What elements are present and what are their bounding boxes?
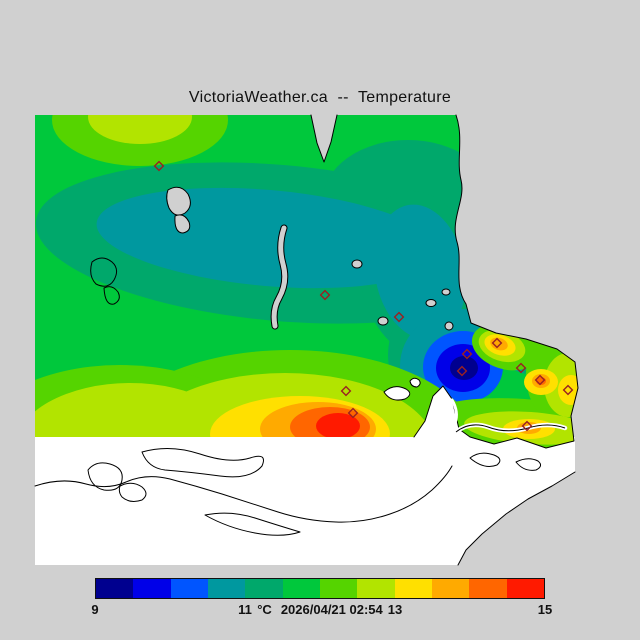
lake: [351, 259, 363, 269]
station-marker: [515, 362, 527, 374]
colorbar-segment: [506, 579, 544, 598]
contour-warm-plume-ring7: [35, 383, 245, 448]
contour-se-spot-yellow: [558, 375, 578, 405]
coastline-basin-a: [90, 257, 118, 287]
lake: [377, 316, 389, 326]
colorbar-segment: [133, 579, 171, 598]
colorbar-tick-13: 13: [387, 602, 403, 617]
coastline-olympic-peninsula: [34, 465, 453, 523]
colorbar-segment: [207, 579, 246, 598]
timestamp: 2026/04/21 02:54: [280, 602, 383, 617]
coastline-basin-b: [103, 286, 120, 305]
contour-northwest-warm-core: [88, 115, 192, 144]
colorbar-segment: [469, 579, 507, 598]
lake: [441, 288, 451, 296]
colorbar-segment: [394, 579, 432, 598]
station-marker: [393, 311, 405, 323]
harbour-inlet-small: [409, 377, 421, 388]
station-marker: [347, 407, 359, 419]
inlet-water: [414, 386, 470, 437]
station-marker: [491, 337, 503, 349]
coastline-east-landmass: [413, 114, 579, 449]
colorbar-segment: [357, 579, 395, 598]
colorbar-segment: [282, 579, 320, 598]
lakes: [166, 186, 454, 331]
colorbar-segment: [170, 579, 208, 598]
coastline-peninsula: [141, 448, 264, 478]
coastline-lower-right: [457, 471, 576, 566]
coastline-islet-a: [469, 452, 501, 467]
contour-cool-band-core: [374, 204, 466, 340]
colorbar: [95, 578, 545, 599]
coastline-top-notch: [310, 114, 338, 163]
coastline-island-b: [118, 482, 147, 502]
unit-label: °C: [257, 602, 272, 617]
coastline-spit: [204, 512, 301, 536]
colorbar-caption: °C 2026/04/21 02:54: [257, 602, 383, 617]
station-marker: [456, 365, 468, 377]
colorbar-segment: [319, 579, 358, 598]
lake: [425, 299, 437, 307]
station-markers: [153, 160, 574, 432]
station-marker: [534, 374, 546, 386]
lake: [166, 186, 191, 216]
colorbar-tick-9: 9: [91, 602, 99, 617]
fjord-inlet: [271, 225, 288, 329]
station-marker: [319, 289, 331, 301]
station-marker: [153, 160, 165, 172]
lake: [174, 214, 191, 234]
colorbar-segment: [245, 579, 283, 598]
page-title: VictoriaWeather.ca -- Temperature: [188, 89, 452, 106]
coastline-island-a: [87, 462, 123, 491]
station-marker: [340, 385, 352, 397]
island-channel: [450, 398, 458, 425]
lake: [444, 321, 454, 331]
colorbar-tick-15: 15: [537, 602, 553, 617]
station-marker: [562, 384, 574, 396]
colorbar-segment: [431, 579, 470, 598]
harbour-inlet: [383, 386, 411, 401]
land-lower-right: [458, 472, 575, 565]
contour-warm-plume-core: [316, 413, 360, 439]
coastline-islet-b: [515, 458, 542, 471]
island-channel-coastline: [455, 424, 566, 433]
colorbar-tick-11: 11: [238, 602, 252, 617]
station-marker: [521, 420, 533, 432]
colorbar-segment: [96, 579, 134, 598]
station-marker: [461, 348, 473, 360]
